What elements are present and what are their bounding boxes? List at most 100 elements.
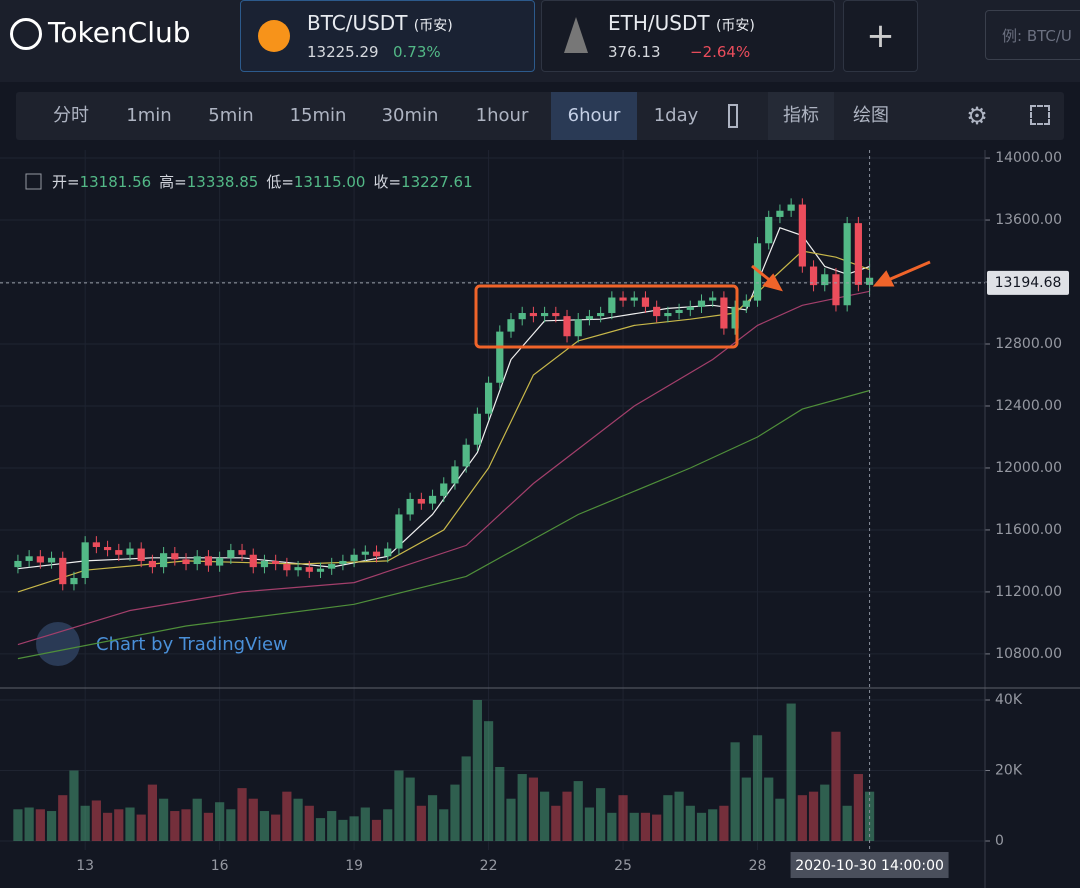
volume-bar	[80, 805, 90, 842]
candle-body	[36, 556, 44, 563]
candle-body	[305, 567, 313, 572]
settings-button[interactable]: ⚙	[966, 102, 988, 130]
candle-type-button[interactable]	[718, 92, 748, 140]
volume-bar	[215, 802, 225, 842]
interval-button[interactable]: 6hour	[551, 92, 637, 140]
pair-tab[interactable]: ETH/USDT (币安) 376.13 −2.64%	[541, 0, 835, 72]
volume-bar	[730, 742, 740, 842]
volume-bar	[114, 809, 124, 842]
candle-body	[395, 514, 403, 549]
legend-label: 收=	[373, 173, 401, 191]
candle-body	[193, 556, 201, 565]
candle-body	[384, 548, 392, 557]
candle-body	[563, 316, 571, 337]
add-button[interactable]: +	[843, 0, 918, 72]
volume-bar	[596, 788, 606, 842]
volume-bar	[248, 798, 258, 842]
candle-body	[821, 274, 829, 286]
candle-body	[843, 223, 851, 306]
candle-body	[541, 313, 549, 317]
volume-tick-label: 20K	[995, 763, 1023, 779]
interval-button[interactable]: 1hour	[475, 105, 529, 126]
volume-bar	[271, 814, 281, 842]
candle-body	[518, 313, 526, 320]
volume-bar	[383, 809, 393, 842]
y-tick-label: 13600.00	[995, 212, 1062, 228]
volume-bar	[24, 807, 34, 842]
candle-body	[854, 223, 862, 285]
x-tick-label: 16	[211, 858, 229, 874]
volume-bar	[562, 791, 572, 842]
candle-body	[137, 548, 145, 561]
candle-body	[675, 309, 683, 314]
interval-button[interactable]: 分时	[53, 105, 89, 126]
candle-body	[731, 306, 739, 329]
volume-bar	[820, 784, 830, 842]
interval-button[interactable]: 30min	[381, 105, 439, 126]
candle-body	[182, 559, 190, 565]
volume-bar	[125, 807, 135, 842]
volume-bar	[259, 811, 270, 842]
legend-toggle	[25, 173, 42, 190]
candle-body	[585, 316, 594, 320]
volume-bar	[797, 795, 807, 842]
candle-body	[507, 319, 515, 332]
x-tick-label: 13	[76, 858, 94, 874]
legend-value: 13181.56	[80, 173, 152, 191]
candle-body	[350, 554, 358, 561]
volume-bar	[237, 788, 247, 842]
interval-button[interactable]: 5min	[208, 105, 254, 126]
candle-body	[328, 564, 336, 569]
volume-bar	[69, 770, 79, 842]
volume-bar	[696, 812, 707, 842]
volume-bar	[427, 795, 438, 842]
x-tick-label: 28	[749, 858, 767, 874]
y-tick-label: 14000.00	[995, 150, 1062, 166]
candle-body	[832, 274, 840, 306]
candle-body	[417, 498, 425, 504]
candle-body	[216, 557, 224, 566]
candle-body	[115, 550, 123, 555]
y-tick-label: 12800.00	[995, 336, 1062, 352]
moving-average	[17, 389, 870, 660]
pair: ETH/USDT (币安)	[608, 11, 755, 35]
candle-body	[809, 266, 818, 286]
eth-icon	[564, 17, 588, 53]
volume-bar	[394, 770, 404, 842]
volume-bar	[46, 811, 57, 842]
candle-body	[742, 300, 750, 307]
moving-average	[17, 290, 870, 646]
candle-body	[641, 297, 650, 307]
volume-bar	[741, 777, 751, 842]
volume-tick-label: 40K	[995, 692, 1023, 708]
interval-button[interactable]: 1day	[653, 105, 699, 126]
search-input[interactable]: 例: BTC/U	[985, 10, 1080, 60]
fullscreen-button[interactable]	[1026, 92, 1056, 140]
volume-bar	[416, 805, 426, 842]
volume-bar	[786, 703, 796, 842]
volume-bar	[629, 812, 639, 842]
price: 376.13	[608, 43, 661, 61]
volume-bar	[304, 805, 314, 842]
volume-bar	[640, 812, 651, 842]
tool-button[interactable]: 指标	[768, 92, 834, 140]
legend-label: 开=	[52, 173, 80, 191]
candle-body	[428, 495, 437, 504]
y-tick-label: 11600.00	[995, 522, 1062, 538]
volume-bar	[293, 798, 303, 842]
pair-tab[interactable]: BTC/USDT (币安) 13225.29 0.73%	[240, 0, 535, 72]
y-tick-label: 10800.00	[995, 646, 1062, 662]
x-tick-label: 19	[345, 858, 363, 874]
volume-bar	[349, 816, 359, 842]
interval-button[interactable]: 1min	[126, 105, 172, 126]
volume-bar	[450, 784, 460, 842]
volume-bar	[58, 795, 68, 842]
candle-body	[372, 551, 381, 557]
candle-body	[720, 297, 728, 329]
candle-body	[283, 564, 291, 571]
candle-body	[686, 306, 694, 310]
interval-button[interactable]: 15min	[289, 105, 347, 126]
volume-bar	[853, 774, 863, 842]
tool-button[interactable]: 绘图	[853, 105, 889, 126]
legend-label: 高=	[159, 173, 187, 191]
